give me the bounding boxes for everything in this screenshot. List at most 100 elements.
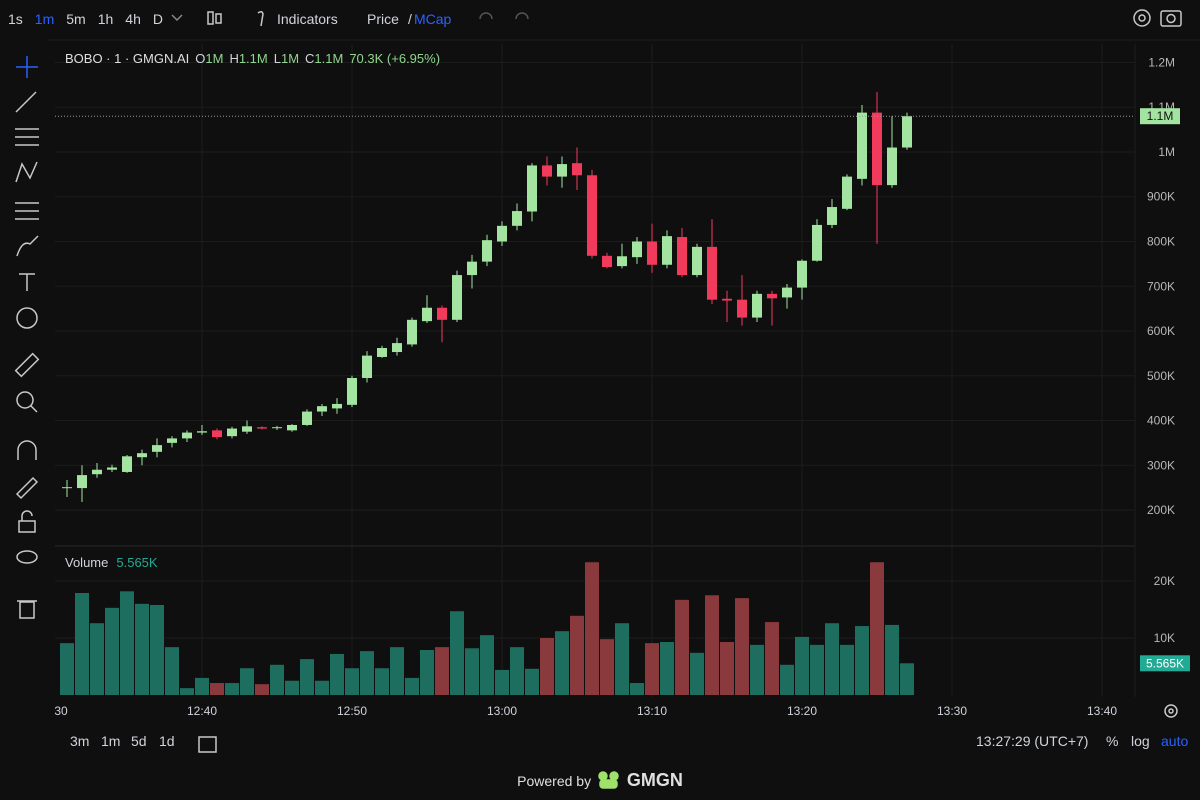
ohlc: O1M	[195, 51, 223, 66]
timeframe[interactable]: 1h	[97, 11, 114, 27]
fib-tool[interactable]	[15, 128, 39, 146]
volume-bar	[300, 659, 314, 695]
timeframe[interactable]: 1s	[8, 11, 23, 27]
candle-body	[542, 165, 552, 177]
chart-settings-icon[interactable]	[1164, 704, 1178, 718]
candle-body	[752, 293, 762, 318]
brush-tool[interactable]	[16, 235, 39, 257]
ohlc-label: L	[273, 51, 281, 66]
volume-bar	[465, 648, 479, 695]
volume-bar	[345, 668, 359, 695]
y-tick-label: 400K	[1147, 414, 1175, 428]
chart-legend: BOBO · 1 · GMGN.AI O1M H1.1M L1M C1.1M 7…	[65, 51, 440, 66]
candle-body	[782, 287, 792, 298]
indicators-button[interactable]: Indicators	[277, 11, 338, 27]
volume-bar	[630, 683, 644, 695]
screenshot-icon[interactable]	[1160, 10, 1182, 27]
crosshair-tool[interactable]	[16, 56, 38, 78]
candle-body	[212, 430, 222, 438]
volume-bar	[735, 598, 749, 695]
emoji-tool[interactable]	[16, 307, 38, 329]
clock[interactable]: 13:27:29 (UTC+7)	[976, 733, 1089, 749]
mcap-toggle[interactable]: MCap	[414, 11, 452, 27]
timeframe-dropdown[interactable]	[171, 14, 183, 22]
candle-body	[677, 237, 687, 276]
range[interactable]: 3m	[70, 733, 90, 749]
line-tool[interactable]	[15, 91, 37, 113]
volume-bar	[615, 623, 629, 695]
timeframe[interactable]: 1m	[34, 11, 55, 27]
timeframe[interactable]: D	[152, 11, 163, 27]
last-price-label: 1.1M	[1147, 109, 1174, 123]
volume-bar	[885, 624, 899, 695]
volume-title: Volume	[65, 555, 109, 570]
hide-tool[interactable]	[16, 550, 38, 564]
candle-body	[287, 424, 297, 431]
volume-tag	[1140, 655, 1190, 672]
log-toggle[interactable]: log	[1131, 733, 1150, 749]
candle-body	[587, 175, 597, 256]
volume-bar	[375, 668, 389, 695]
magnet-tool[interactable]	[17, 440, 37, 460]
date-range-icon[interactable]	[198, 736, 217, 753]
volume-bar	[435, 647, 449, 695]
y-tick-label: 20K	[1154, 574, 1175, 588]
candle-body	[137, 453, 147, 458]
pattern-tool[interactable]	[15, 161, 38, 183]
y-tick-label: 1M	[1158, 145, 1175, 159]
candle-body	[422, 307, 432, 322]
volume-bar	[180, 688, 194, 695]
volume-bar	[105, 607, 119, 695]
delete-tool[interactable]	[17, 600, 37, 619]
candle-body	[632, 241, 642, 258]
volume-bar	[900, 663, 914, 695]
candle-body	[362, 355, 372, 378]
volume-bar	[225, 683, 239, 695]
settings-icon[interactable]	[1133, 9, 1151, 27]
x-tick-label: 30	[54, 704, 68, 718]
volume-bar	[510, 647, 524, 695]
candle-body	[452, 275, 462, 320]
candle-body	[167, 438, 177, 443]
forecast-tool[interactable]	[15, 202, 39, 220]
candle-body	[812, 224, 822, 261]
text-tool[interactable]	[19, 273, 35, 291]
zoom-tool[interactable]	[16, 391, 38, 413]
candle-body	[152, 445, 162, 452]
y-tick-label: 700K	[1147, 279, 1175, 293]
volume-bar	[330, 653, 344, 695]
candle-type-icon[interactable]	[207, 11, 222, 25]
candle-body	[842, 176, 852, 209]
candle-body	[437, 307, 447, 320]
percent-toggle[interactable]: %	[1106, 733, 1119, 749]
candle-body	[872, 112, 882, 186]
x-tick-label: 13:10	[637, 704, 667, 718]
candle-body	[722, 298, 732, 301]
candle-body	[662, 236, 672, 265]
candle-body	[302, 411, 312, 425]
timeframe[interactable]: 5m	[66, 11, 86, 27]
price-toggle[interactable]: Price	[367, 11, 399, 27]
volume-bar	[705, 595, 719, 695]
x-tick-label: 13:40	[1087, 704, 1117, 718]
undo-icon[interactable]	[479, 12, 493, 20]
volume-bar	[750, 644, 764, 695]
candle-body	[107, 467, 117, 470]
range[interactable]: 1m	[101, 733, 121, 749]
volume-value: 5.565K	[116, 555, 158, 570]
indicators-icon[interactable]	[257, 10, 264, 27]
ruler-tool[interactable]	[14, 352, 40, 378]
draw-mode-tool[interactable]	[15, 476, 39, 500]
volume-bar	[855, 626, 869, 695]
redo-icon[interactable]	[515, 12, 529, 20]
volume-bar	[90, 623, 104, 695]
candle-body	[332, 403, 342, 409]
lock-tool[interactable]	[18, 510, 36, 533]
y-tick-label: 200K	[1147, 503, 1175, 517]
range[interactable]: 1d	[159, 733, 175, 749]
range[interactable]: 5d	[131, 733, 147, 749]
auto-toggle[interactable]: auto	[1161, 733, 1189, 749]
timeframe[interactable]: 4h	[125, 11, 141, 27]
